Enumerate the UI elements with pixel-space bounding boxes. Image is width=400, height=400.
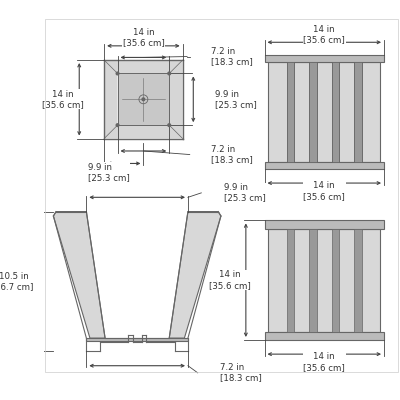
Polygon shape [104,125,182,138]
Bar [264,332,384,340]
Polygon shape [169,60,182,138]
Circle shape [116,72,119,75]
Bar [268,62,380,162]
Bar [287,228,294,332]
Text: 14 in
[35.6 cm]: 14 in [35.6 cm] [303,24,345,44]
Text: 9.9 in
[25.3 cm]: 9.9 in [25.3 cm] [215,90,256,109]
Text: 7.2 in
[18.3 cm]: 7.2 in [18.3 cm] [211,145,253,164]
Bar [354,228,362,332]
Bar [264,55,384,62]
Bar [268,228,380,332]
Polygon shape [104,60,182,74]
Text: 14 in
[35.6 cm]: 14 in [35.6 cm] [42,90,84,109]
Circle shape [168,72,170,75]
Bar [264,220,384,228]
Text: 7.2 in
[18.3 cm]: 7.2 in [18.3 cm] [211,47,253,66]
Text: 14 in
[35.6 cm]: 14 in [35.6 cm] [303,181,345,201]
Bar [354,62,362,162]
Bar [287,62,294,162]
Polygon shape [53,212,105,338]
Text: 9.9 in
[25.3 cm]: 9.9 in [25.3 cm] [224,183,265,202]
Bar [310,228,317,332]
Polygon shape [169,212,221,338]
Circle shape [116,124,119,126]
Bar [310,62,317,162]
Text: 10.5 in
26.7 cm]: 10.5 in 26.7 cm] [0,272,33,291]
Text: 14 in
[35.6 cm]: 14 in [35.6 cm] [209,270,251,290]
Text: 7.2 in
[18.3 cm]: 7.2 in [18.3 cm] [220,363,262,382]
Circle shape [142,98,145,101]
Text: 14 in
[35.6 cm]: 14 in [35.6 cm] [303,352,345,372]
Bar [332,228,339,332]
Circle shape [168,124,170,126]
Bar [264,162,384,169]
Bar [332,62,339,162]
Polygon shape [104,60,118,138]
Text: 14 in
[35.6 cm]: 14 in [35.6 cm] [122,28,164,48]
Text: 9.9 in
[25.3 cm]: 9.9 in [25.3 cm] [88,163,130,182]
Polygon shape [86,338,188,341]
Bar [118,74,169,125]
